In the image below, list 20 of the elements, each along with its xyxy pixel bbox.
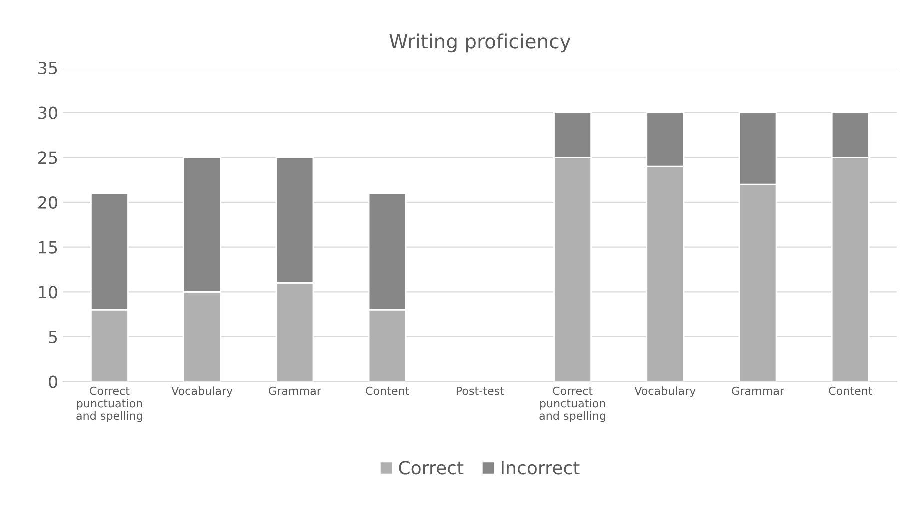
y-tick-label: 0	[49, 376, 58, 388]
legend-label: Correct	[399, 461, 464, 475]
x-tick-label: Correct punctuation and spelling	[540, 386, 606, 422]
x-tick-label: Vocabulary	[634, 386, 696, 398]
x-tick-label: Vocabulary	[172, 386, 233, 398]
y-tick-label: 30	[38, 106, 58, 120]
y-tick-label: 10	[39, 286, 58, 299]
y-tick-label: 5	[49, 331, 58, 344]
y-tick-label: 35	[38, 62, 58, 75]
x-tick-label: Grammar	[732, 386, 785, 396]
legend-label: Incorrect	[502, 461, 580, 475]
x-tick-label: Grammar	[269, 386, 322, 396]
x-tick-label: Post-test	[456, 386, 504, 396]
y-tick-label: 15	[39, 241, 58, 254]
chart-title: Writing proficiency	[390, 34, 571, 53]
y-tick-label: 25	[38, 152, 58, 164]
x-tick-label: Content	[829, 386, 872, 396]
x-tick-label: Correct punctuation and spelling	[76, 386, 142, 422]
y-tick-label: 20	[38, 196, 58, 210]
x-tick-label: Content	[366, 386, 410, 396]
